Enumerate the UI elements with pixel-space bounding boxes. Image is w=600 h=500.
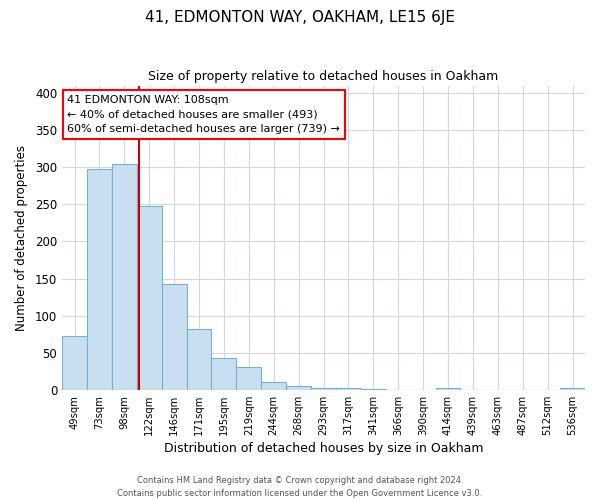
Bar <box>560 388 585 390</box>
Bar <box>161 284 187 390</box>
Text: 41, EDMONTON WAY, OAKHAM, LE15 6JE: 41, EDMONTON WAY, OAKHAM, LE15 6JE <box>145 10 455 25</box>
Text: 41 EDMONTON WAY: 108sqm
← 40% of detached houses are smaller (493)
60% of semi-d: 41 EDMONTON WAY: 108sqm ← 40% of detache… <box>67 94 340 134</box>
Bar <box>261 382 286 390</box>
X-axis label: Distribution of detached houses by size in Oakham: Distribution of detached houses by size … <box>164 442 483 455</box>
Text: Contains HM Land Registry data © Crown copyright and database right 2024.
Contai: Contains HM Land Registry data © Crown c… <box>118 476 482 498</box>
Bar <box>187 329 211 390</box>
Bar <box>137 206 161 390</box>
Bar <box>361 389 386 390</box>
Bar <box>62 336 87 390</box>
Bar <box>311 388 336 390</box>
Bar <box>436 388 460 390</box>
Bar <box>286 386 311 390</box>
Bar <box>211 358 236 390</box>
Bar <box>236 367 261 390</box>
Y-axis label: Number of detached properties: Number of detached properties <box>15 144 28 330</box>
Bar <box>87 170 112 390</box>
Bar <box>112 164 137 390</box>
Title: Size of property relative to detached houses in Oakham: Size of property relative to detached ho… <box>148 70 499 83</box>
Bar <box>336 388 361 390</box>
